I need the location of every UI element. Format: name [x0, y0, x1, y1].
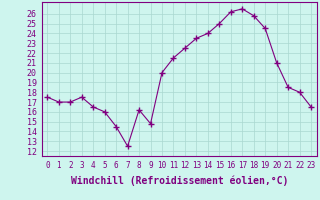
X-axis label: Windchill (Refroidissement éolien,°C): Windchill (Refroidissement éolien,°C) [70, 175, 288, 186]
